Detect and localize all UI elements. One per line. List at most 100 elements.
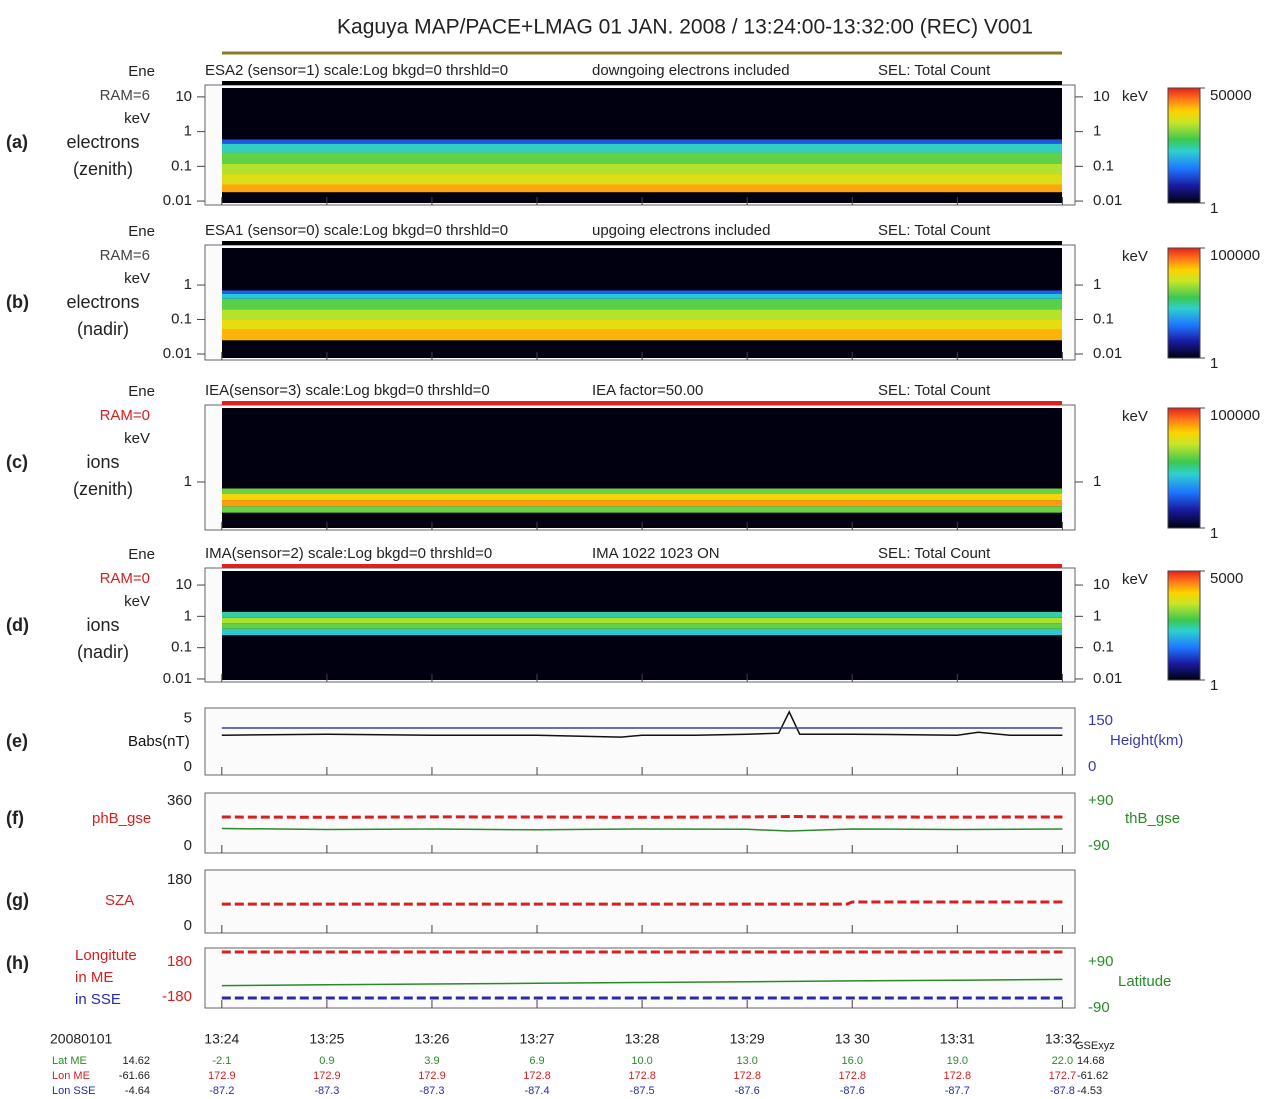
- y2-tick-label: +90: [1088, 953, 1113, 970]
- x-tick-label: 13:29: [730, 1031, 765, 1047]
- ram-label: RAM=6: [100, 247, 150, 264]
- panel-description: ions: [86, 452, 119, 472]
- y-tick-label: 0.01: [163, 345, 192, 362]
- heat-cell: [222, 88, 1062, 139]
- y-tick-label: 0.1: [171, 639, 192, 656]
- row-name: Lon ME: [52, 1070, 90, 1082]
- heat-cell: [222, 494, 1062, 500]
- colorbar-label: 100000: [1210, 247, 1260, 264]
- unit-label-right: keV: [1122, 248, 1148, 265]
- unit-label-right: keV: [1122, 571, 1148, 588]
- heat-cell: [222, 320, 1062, 330]
- y2-tick-label: 150: [1088, 712, 1113, 729]
- y2-tick-label: +90: [1088, 792, 1113, 809]
- series-name: Height(km): [1110, 732, 1183, 749]
- row-start: -4.64: [125, 1085, 150, 1097]
- instrument: IEA(sensor=3) scale:Log bkgd=0 thrshld=0: [205, 382, 490, 399]
- y-tick-label-right: 10: [1093, 88, 1110, 105]
- y-tick-label-right: 0.1: [1093, 157, 1114, 174]
- row-value: 22.0: [1052, 1055, 1073, 1067]
- y2-tick-label: -90: [1088, 837, 1110, 854]
- note: IMA 1022 1023 ON: [592, 545, 720, 562]
- colorbar: [1168, 571, 1200, 680]
- row-value: -87.7: [945, 1085, 970, 1097]
- panel-label: (e): [6, 731, 28, 751]
- series-name: phB_gse: [92, 810, 151, 827]
- instrument: ESA1 (sensor=0) scale:Log bkgd=0 thrshld…: [205, 222, 508, 239]
- y-label: Ene: [128, 546, 155, 563]
- series-name: Latitude: [1118, 973, 1171, 990]
- panel-description: electrons: [66, 292, 139, 312]
- colorbar-label: 1: [1210, 525, 1218, 542]
- heat-cell: [222, 144, 1062, 153]
- row-value: 6.9: [529, 1055, 544, 1067]
- heat-cell: [222, 408, 1062, 488]
- x-tick-label: 13:25: [309, 1031, 344, 1047]
- row-value: 16.0: [842, 1055, 863, 1067]
- y-tick-label-right: 0.01: [1093, 345, 1122, 362]
- row-value: 172.9: [313, 1070, 341, 1082]
- note: downgoing electrons included: [592, 62, 790, 79]
- row-value: 10.0: [631, 1055, 652, 1067]
- heat-cell: [222, 618, 1062, 624]
- y-tick-label: 180: [167, 953, 192, 970]
- row-value: -2.1: [212, 1055, 231, 1067]
- note: upgoing electrons included: [592, 222, 770, 239]
- unit-label-right: keV: [1122, 408, 1148, 425]
- series-name: in ME: [75, 969, 113, 986]
- y-tick-label: 0.01: [163, 670, 192, 687]
- y-tick-label-right: 0.1: [1093, 310, 1114, 327]
- y-tick-label-right: 1: [1093, 123, 1101, 140]
- row-value: -87.8: [1050, 1085, 1075, 1097]
- y-tick-label: 0: [184, 758, 192, 775]
- y2-tick-label: -90: [1088, 999, 1110, 1016]
- y-tick-label: 10: [175, 576, 192, 593]
- unit-label: keV: [124, 270, 150, 287]
- heat-cell: [222, 330, 1062, 340]
- ram-label: RAM=0: [100, 570, 150, 587]
- y-tick-label: 1: [184, 473, 192, 490]
- colorbar-label: 1: [1210, 200, 1218, 217]
- instrument: ESA2 (sensor=1) scale:Log bkgd=0 thrshld…: [205, 62, 508, 79]
- y-tick-label: 360: [167, 792, 192, 809]
- x-tick-label: 13:26: [414, 1031, 449, 1047]
- row-value: 3.9: [424, 1055, 439, 1067]
- y-tick-label-right: 0.1: [1093, 639, 1114, 656]
- selection: SEL: Total Count: [878, 382, 991, 399]
- heat-cell: [222, 174, 1062, 184]
- colorbar-label: 1: [1210, 677, 1218, 694]
- selection: SEL: Total Count: [878, 62, 991, 79]
- heat-cell: [222, 299, 1062, 309]
- heat-cell: [222, 153, 1062, 164]
- y-tick-label: 0.1: [171, 157, 192, 174]
- y2-tick-label: 0: [1088, 758, 1096, 775]
- y-tick-label: 0: [184, 917, 192, 934]
- y-tick-label-right: 1: [1093, 276, 1101, 293]
- x-tick-label: 13 30: [835, 1031, 870, 1047]
- unit-label: keV: [124, 430, 150, 447]
- footer-coord: GSExyz: [1075, 1040, 1115, 1052]
- row-name: Lon SSE: [52, 1085, 95, 1097]
- row-value: -87.4: [524, 1085, 549, 1097]
- y-tick-label-right: 0.01: [1093, 192, 1122, 209]
- panel-label: (a): [6, 132, 28, 152]
- row-value: -87.6: [840, 1085, 865, 1097]
- colorbar: [1168, 88, 1200, 203]
- y-tick-label-right: 10: [1093, 576, 1110, 593]
- row-start: 14.62: [122, 1055, 150, 1067]
- row-value: 172.9: [208, 1070, 236, 1082]
- heat-cell: [222, 164, 1062, 174]
- row-value: 172.8: [628, 1070, 656, 1082]
- x-tick-label: 13:28: [625, 1031, 660, 1047]
- panel-label: (h): [6, 953, 29, 973]
- row-start: -61.66: [119, 1070, 150, 1082]
- row-value: 19.0: [947, 1055, 968, 1067]
- colorbar: [1168, 248, 1200, 358]
- y-tick-label-right: 1: [1093, 607, 1101, 624]
- panel-label: (c): [6, 452, 28, 472]
- panel-description: (nadir): [77, 642, 129, 662]
- panel-description: ions: [86, 615, 119, 635]
- panel-label: (g): [6, 890, 29, 910]
- y-tick-label: 1: [184, 607, 192, 624]
- y-tick-label: 5: [184, 710, 192, 727]
